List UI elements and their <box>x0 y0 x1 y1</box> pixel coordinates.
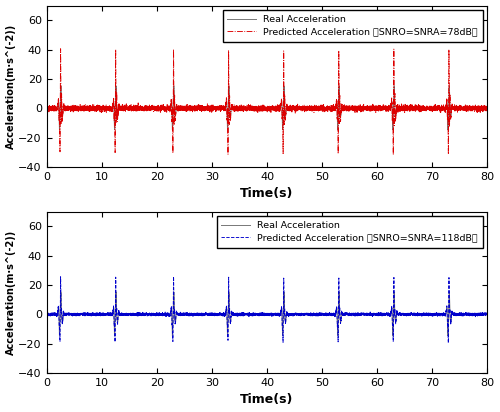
Real Acceleration <box>44 312 50 317</box>
Real Acceleration <box>484 312 490 317</box>
X-axis label: Time(s): Time(s) <box>240 393 294 407</box>
Predicted Acceleration （SNRO=SNRA=78dB） <box>484 107 490 112</box>
Real Acceleration <box>70 106 76 111</box>
Y-axis label: Acceleration(m·s^(-2)): Acceleration(m·s^(-2)) <box>6 23 16 149</box>
Real Acceleration <box>113 83 119 88</box>
Real Acceleration <box>224 333 230 338</box>
Real Acceleration <box>484 106 490 111</box>
Real Acceleration <box>461 312 467 317</box>
Real Acceleration <box>46 312 52 317</box>
Predicted Acceleration （SNRO=SNRA=78dB） <box>44 105 50 110</box>
Predicted Acceleration （SNRO=SNRA=78dB） <box>62 108 68 112</box>
Real Acceleration <box>259 106 265 111</box>
Predicted Acceleration （SNRO=SNRA=78dB） <box>259 108 265 112</box>
Predicted Acceleration （SNRO=SNRA=78dB） <box>130 105 136 110</box>
Line: Predicted Acceleration （SNRO=SNRA=78dB）: Predicted Acceleration （SNRO=SNRA=78dB） <box>46 49 488 155</box>
Predicted Acceleration （SNRO=SNRA=118dB） <box>44 313 50 318</box>
Predicted Acceleration （SNRO=SNRA=118dB） <box>46 311 52 316</box>
Predicted Acceleration （SNRO=SNRA=78dB） <box>390 152 396 157</box>
Legend: Real Acceleration, Predicted Acceleration （SNRO=SNRA=118dB）: Real Acceleration, Predicted Acceleratio… <box>216 216 482 248</box>
Predicted Acceleration （SNRO=SNRA=118dB） <box>70 312 76 317</box>
Legend: Real Acceleration, Predicted Acceleration （SNRO=SNRA=78dB）: Real Acceleration, Predicted Acceleratio… <box>222 10 482 42</box>
Real Acceleration <box>461 106 467 111</box>
Predicted Acceleration （SNRO=SNRA=78dB） <box>46 105 52 110</box>
Real Acceleration <box>130 106 136 111</box>
Line: Real Acceleration: Real Acceleration <box>46 86 488 130</box>
Predicted Acceleration （SNRO=SNRA=118dB） <box>446 340 452 345</box>
Real Acceleration <box>259 312 265 317</box>
Predicted Acceleration （SNRO=SNRA=118dB） <box>484 312 490 317</box>
Real Acceleration <box>62 106 68 111</box>
Line: Real Acceleration: Real Acceleration <box>46 292 488 336</box>
Predicted Acceleration （SNRO=SNRA=118dB） <box>461 312 467 317</box>
X-axis label: Time(s): Time(s) <box>240 187 294 201</box>
Real Acceleration <box>113 289 119 294</box>
Real Acceleration <box>70 312 76 317</box>
Predicted Acceleration （SNRO=SNRA=78dB） <box>461 107 467 112</box>
Y-axis label: Acceleration(m·s^(-2)): Acceleration(m·s^(-2)) <box>6 229 16 355</box>
Real Acceleration <box>224 127 230 132</box>
Predicted Acceleration （SNRO=SNRA=118dB） <box>170 274 176 279</box>
Predicted Acceleration （SNRO=SNRA=118dB） <box>259 311 265 316</box>
Real Acceleration <box>62 312 68 317</box>
Predicted Acceleration （SNRO=SNRA=118dB） <box>62 313 68 318</box>
Predicted Acceleration （SNRO=SNRA=78dB） <box>58 46 64 51</box>
Real Acceleration <box>46 106 52 111</box>
Predicted Acceleration （SNRO=SNRA=78dB） <box>70 105 76 110</box>
Predicted Acceleration （SNRO=SNRA=118dB） <box>130 311 136 316</box>
Real Acceleration <box>130 312 136 317</box>
Real Acceleration <box>44 106 50 111</box>
Line: Predicted Acceleration （SNRO=SNRA=118dB）: Predicted Acceleration （SNRO=SNRA=118dB） <box>46 276 488 343</box>
